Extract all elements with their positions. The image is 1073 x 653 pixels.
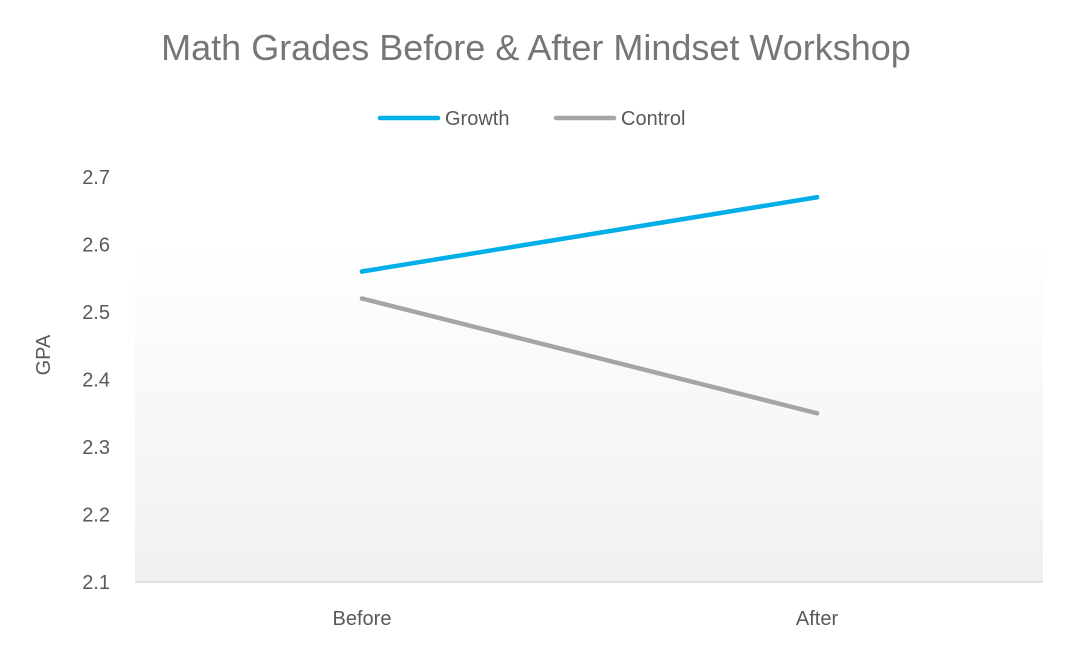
chart-title: Math Grades Before & After Mindset Works… <box>161 27 911 68</box>
series-line-growth <box>359 195 820 274</box>
y-tick-label: 2.1 <box>82 572 110 594</box>
y-tick-label: 2.2 <box>82 505 110 527</box>
y-tick-label: 2.6 <box>82 235 110 257</box>
plot-area-background <box>135 245 1043 582</box>
y-tick-label: 2.3 <box>82 437 110 459</box>
y-tick-label: 2.5 <box>82 302 110 324</box>
legend-label: Growth <box>445 108 509 130</box>
data-point-growth <box>359 269 365 274</box>
data-point-growth <box>814 195 820 200</box>
series-group <box>359 195 820 416</box>
series-line-control <box>359 296 820 416</box>
x-tick-label: Before <box>333 608 392 630</box>
legend: Growth Control <box>377 108 685 130</box>
x-axis-tick-labels: Before After <box>333 608 839 630</box>
data-point-control <box>359 296 365 301</box>
y-tick-label: 2.4 <box>82 370 110 392</box>
data-point-control <box>814 411 820 416</box>
legend-label: Control <box>621 108 685 130</box>
legend-item-control: Control <box>553 108 685 130</box>
y-axis-title: GPA <box>33 334 55 375</box>
y-tick-label: 2.7 <box>82 167 110 189</box>
legend-item-growth: Growth <box>377 108 509 130</box>
x-tick-label: After <box>796 608 839 630</box>
y-axis-tick-labels: 2.1 2.2 2.3 2.4 2.5 2.6 2.7 <box>82 167 110 594</box>
